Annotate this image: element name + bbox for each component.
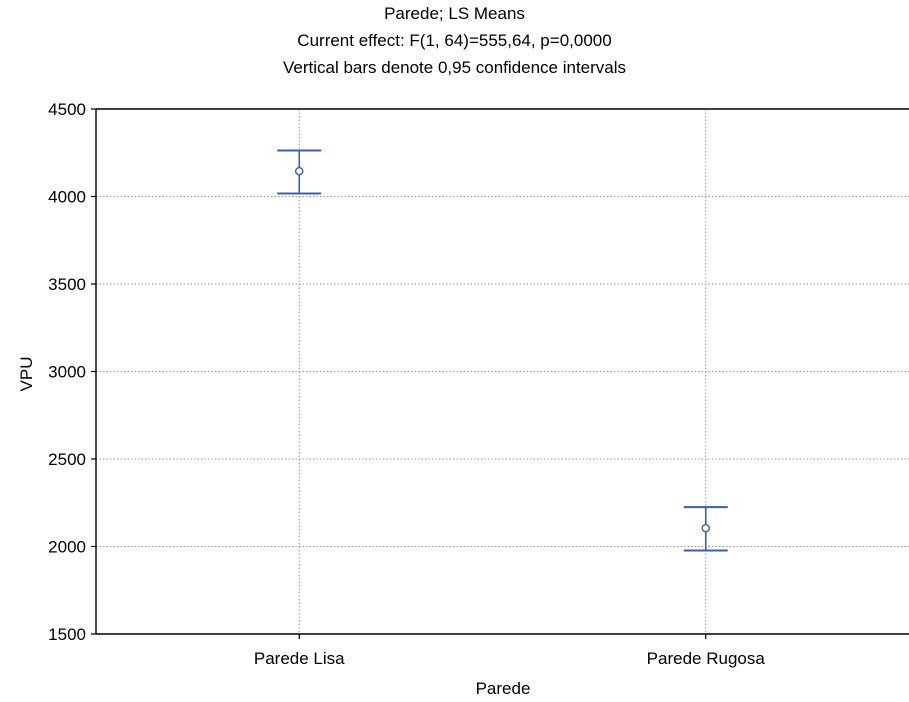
y-tick-label: 4500 (48, 100, 86, 119)
x-tick-labels: Parede Lisa Parede Rugosa (254, 649, 765, 668)
y-tick-label: 3500 (48, 275, 86, 294)
y-tick-label: 3000 (48, 363, 86, 382)
y-axis-label: VPU (17, 357, 36, 392)
chart-annotation: Vertical bars denote 0,95 confidence int… (282, 58, 627, 77)
chart-title: Parede; LS Means (384, 4, 525, 23)
error-bar-group (683, 506, 728, 552)
y-tick-labels: 1500 2000 2500 3000 3500 4000 4500 (48, 100, 86, 644)
mean-point (701, 523, 711, 533)
x-tick-label: Parede Rugosa (647, 649, 766, 668)
y-tick-label: 1500 (48, 625, 86, 644)
chart-subtitle: Current effect: F(1, 64)=555,64, p=0,000… (297, 31, 612, 50)
y-tick-label: 2000 (48, 538, 86, 557)
y-tick-label: 4000 (48, 188, 86, 207)
error-bar-group (277, 149, 322, 195)
mean-point (294, 166, 304, 176)
grid-lines (96, 109, 909, 634)
x-axis-label: Parede (476, 679, 531, 698)
x-tick-label: Parede Lisa (254, 649, 345, 668)
plot-frame (91, 108, 909, 639)
y-tick-label: 2500 (48, 450, 86, 469)
data-marks (277, 149, 728, 552)
